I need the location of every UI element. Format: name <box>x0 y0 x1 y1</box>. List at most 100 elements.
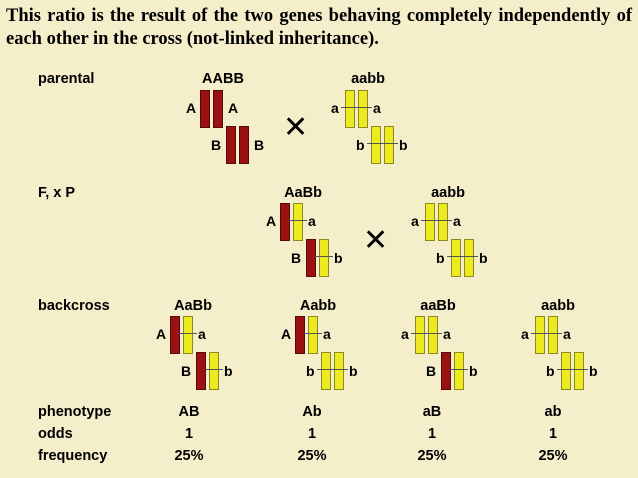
chromosome-recessive <box>293 203 303 241</box>
row-label-parental: parental <box>38 71 95 87</box>
chromosome-recessive <box>345 90 355 128</box>
locus-marker <box>421 220 439 221</box>
chromosome-dominant <box>280 203 290 241</box>
locus-marker <box>354 107 372 108</box>
allele-label: b <box>589 363 598 379</box>
cross-x-icon: ✕ <box>283 110 309 145</box>
chromosome-dominant <box>226 126 236 164</box>
locus-marker <box>424 333 442 334</box>
allele-label: A <box>266 213 277 229</box>
chromosome-recessive <box>209 352 219 390</box>
chromosome-dominant <box>295 316 305 354</box>
locus-marker <box>179 333 197 334</box>
locus-marker <box>460 256 478 257</box>
chromosome-recessive <box>428 316 438 354</box>
phenotype-value: aB <box>422 404 442 420</box>
genotype-label: AaBb <box>174 298 212 314</box>
frequency-value: 25% <box>417 448 447 464</box>
allele-label: A <box>228 100 239 116</box>
allele-label: b <box>469 363 478 379</box>
cross-x-icon: ✕ <box>363 223 389 258</box>
allele-label: b <box>479 250 488 266</box>
phenotype-value: ab <box>544 404 562 420</box>
allele-label: a <box>373 100 381 116</box>
genotype-label: aabb <box>541 298 575 314</box>
chromosome-recessive <box>454 352 464 390</box>
allele-label: B <box>426 363 437 379</box>
allele-label: a <box>453 213 461 229</box>
caption: This ratio is the result of the two gene… <box>6 6 632 49</box>
phenotype-value: Ab <box>302 404 322 420</box>
genotype-label: aabb <box>351 71 385 87</box>
chromosome-recessive <box>574 352 584 390</box>
allele-label: b <box>436 250 445 266</box>
chromosome-dominant <box>239 126 249 164</box>
odds-value: 1 <box>307 426 317 442</box>
genotype-label: AaBb <box>284 185 322 201</box>
chromosome-recessive <box>438 203 448 241</box>
allele-label: a <box>331 100 339 116</box>
allele-label: a <box>411 213 419 229</box>
locus-marker <box>450 369 468 370</box>
allele-label: B <box>254 137 265 153</box>
locus-marker <box>531 333 549 334</box>
chromosome-recessive <box>425 203 435 241</box>
chromosome-recessive <box>384 126 394 164</box>
chromosome-dominant <box>306 239 316 277</box>
allele-label: b <box>224 363 233 379</box>
locus-marker <box>367 143 385 144</box>
genotype-label: aaBb <box>420 298 456 314</box>
row-label-backcross: backcross <box>38 298 110 314</box>
locus-marker <box>317 369 335 370</box>
row-label-phenotype: phenotype <box>38 404 112 420</box>
allele-label: B <box>181 363 192 379</box>
chromosome-dominant <box>200 90 210 128</box>
allele-label: b <box>334 250 343 266</box>
allele-label: a <box>323 326 331 342</box>
genotype-label: AABB <box>202 71 244 87</box>
chromosome-recessive <box>415 316 425 354</box>
locus-marker <box>557 369 575 370</box>
locus-marker <box>289 220 307 221</box>
row-label-frequency: frequency <box>38 448 108 464</box>
allele-label: b <box>356 137 365 153</box>
chromosome-recessive <box>451 239 461 277</box>
chromosome-recessive <box>321 352 331 390</box>
locus-marker <box>341 107 359 108</box>
odds-value: 1 <box>548 426 558 442</box>
allele-label: a <box>563 326 571 342</box>
frequency-value: 25% <box>174 448 204 464</box>
allele-label: a <box>198 326 206 342</box>
allele-label: a <box>401 326 409 342</box>
genotype-label: aabb <box>431 185 465 201</box>
chromosome-recessive <box>183 316 193 354</box>
allele-label: A <box>186 100 197 116</box>
allele-label: B <box>211 137 222 153</box>
chromosome-dominant <box>170 316 180 354</box>
chromosome-recessive <box>358 90 368 128</box>
chromosome-dominant <box>213 90 223 128</box>
allele-label: a <box>308 213 316 229</box>
chromosome-dominant <box>196 352 206 390</box>
row-label-f1xp: F, x P <box>38 185 76 201</box>
locus-marker <box>380 143 398 144</box>
allele-label: a <box>521 326 529 342</box>
chromosome-recessive <box>308 316 318 354</box>
locus-marker <box>330 369 348 370</box>
allele-label: B <box>291 250 302 266</box>
chromosome-recessive <box>548 316 558 354</box>
chromosome-recessive <box>535 316 545 354</box>
locus-marker <box>411 333 429 334</box>
allele-label: A <box>156 326 167 342</box>
chromosome-recessive <box>464 239 474 277</box>
chromosome-recessive <box>561 352 571 390</box>
frequency-value: 25% <box>538 448 568 464</box>
odds-value: 1 <box>427 426 437 442</box>
allele-label: b <box>546 363 555 379</box>
row-label-odds: odds <box>38 426 73 442</box>
frequency-value: 25% <box>297 448 327 464</box>
allele-label: b <box>306 363 315 379</box>
genotype-label: Aabb <box>299 298 337 314</box>
odds-value: 1 <box>184 426 194 442</box>
locus-marker <box>434 220 452 221</box>
